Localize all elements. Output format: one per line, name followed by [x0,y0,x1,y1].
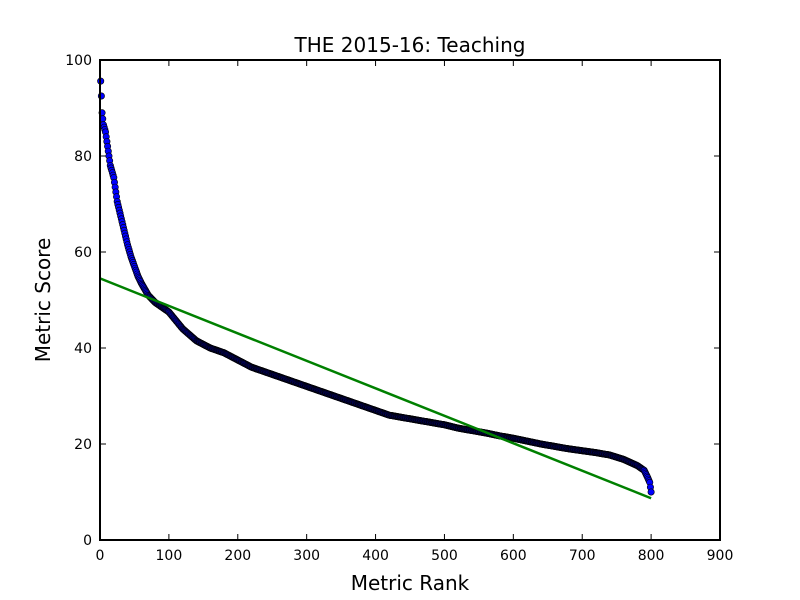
x-axis-label: Metric Rank [351,571,470,595]
y-tick-label: 0 [83,533,92,549]
x-tick-label: 500 [431,548,458,564]
x-axis-ticks: 0 100 200 300 400 500 600 700 800 900 [96,60,734,564]
trend-line [99,277,652,500]
y-tick-label: 80 [74,149,92,165]
y-tick-label: 40 [74,341,92,357]
x-tick-label: 200 [224,548,251,564]
y-tick-label: 60 [74,245,92,261]
y-axis-ticks: 0 20 40 60 80 100 [65,53,720,549]
y-tick-label: 100 [65,53,92,69]
x-tick-label: 800 [638,548,665,564]
data-point [647,488,655,496]
x-tick-label: 700 [569,548,596,564]
y-tick-label: 20 [74,437,92,453]
chart-title: THE 2015-16: Teaching [294,33,526,57]
x-tick-label: 100 [156,548,183,564]
plot-frame [99,59,721,541]
y-axis-label: Metric Score [31,238,55,363]
x-tick-label: 900 [707,548,734,564]
scatter-points [97,77,655,496]
x-tick-label: 300 [293,548,320,564]
plot-area [100,60,720,540]
x-tick-label: 400 [362,548,389,564]
x-tick-label: 600 [500,548,527,564]
x-tick-label: 0 [96,548,105,564]
